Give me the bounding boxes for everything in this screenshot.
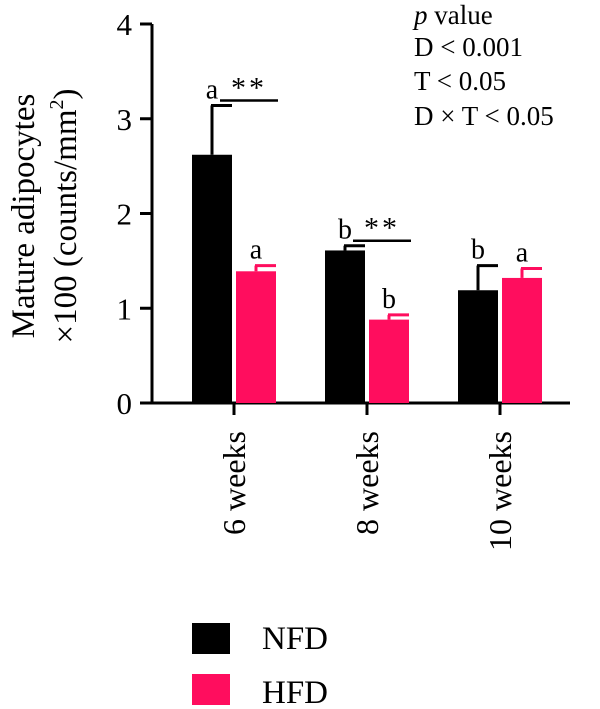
x-tick-label-1: 8 weeks — [349, 431, 385, 535]
p-value-line-2: T < 0.05 — [414, 66, 506, 96]
significance-label-0: ** — [231, 71, 267, 104]
p-value-line-1: D < 0.001 — [414, 32, 523, 62]
p-value-title: p value — [412, 0, 493, 30]
group-letter-nfd-1: b — [338, 215, 352, 246]
bar-nfd-1 — [325, 250, 365, 403]
y-tick-label-3: 3 — [117, 102, 133, 137]
legend: NFD HFD — [192, 621, 328, 709]
bar-nfd-0 — [192, 154, 232, 403]
legend-label-hfd: HFD — [262, 675, 328, 709]
y-axis-title-line2: ×100 (counts/mm2) — [46, 88, 84, 343]
group-letter-nfd-0: a — [206, 74, 219, 105]
group-letter-hfd-0: a — [250, 235, 263, 266]
x-tick-label-0: 6 weeks — [216, 431, 252, 535]
bar-nfd-2 — [458, 290, 498, 403]
bars — [192, 103, 542, 403]
y-tick-label-0: 0 — [117, 386, 133, 421]
bar-hfd-1 — [369, 319, 409, 403]
x-tick-label-2: 10 weeks — [482, 431, 518, 551]
group-letter-hfd-2: a — [516, 237, 529, 268]
legend-swatch-nfd — [192, 623, 230, 654]
legend-swatch-hfd — [192, 674, 230, 705]
axes: 0 1 2 3 4 6 weeks 8 weeks 10 weeks — [117, 7, 570, 551]
significance-label-1: ** — [364, 212, 400, 245]
bar-hfd-2 — [502, 277, 542, 403]
legend-label-nfd: NFD — [262, 621, 328, 657]
y-axis-title: Mature adipocytes ×100 (counts/mm2) — [6, 88, 84, 343]
p-value-line-3: D × T < 0.05 — [414, 101, 554, 131]
y-axis-title-superscript: 2 — [46, 99, 68, 109]
group-letter-hfd-1: b — [382, 284, 396, 315]
group-letter-nfd-2: b — [471, 235, 485, 266]
p-value-annotation: p value D < 0.001 T < 0.05 D × T < 0.05 — [412, 0, 554, 131]
bar-hfd-0 — [236, 271, 276, 403]
y-tick-label-4: 4 — [117, 7, 133, 42]
y-tick-label-2: 2 — [117, 197, 133, 232]
y-axis-title-line1: Mature adipocytes — [6, 94, 42, 339]
y-tick-label-1: 1 — [117, 291, 133, 326]
